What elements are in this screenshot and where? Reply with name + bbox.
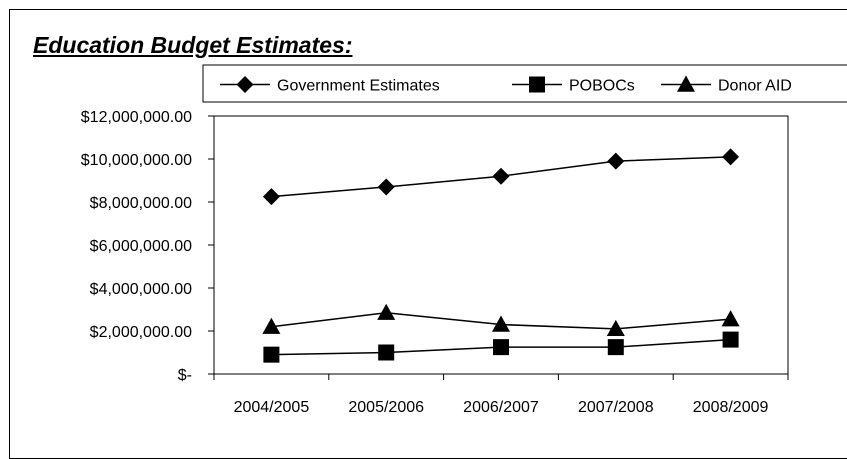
line-chart: $- $2,000,000.00 $4,000,000.00 $6,000,000.0… (81, 64, 847, 416)
y-tick-label: $12,000,000.00 (81, 109, 192, 126)
y-tick-label: $4,000,000.00 (90, 281, 192, 298)
data-point (607, 339, 624, 356)
data-point (607, 152, 625, 170)
legend-marker (677, 75, 695, 92)
x-tick-label: 2004/2005 (234, 399, 310, 416)
data-point (378, 344, 395, 361)
legend-item: POBOCs (512, 76, 635, 95)
series-government-estimates (262, 148, 740, 206)
legend-box (202, 64, 847, 103)
data-point (493, 339, 509, 356)
y-tick-label: $10,000,000.00 (81, 152, 192, 169)
legend-marker (236, 76, 254, 93)
data-point (492, 315, 510, 332)
legend: Government Estimates POBOCs Donor AID (202, 64, 847, 103)
y-tick-label: $8,000,000.00 (90, 195, 192, 212)
data-point (722, 331, 739, 348)
x-tick-label: 2007/2008 (578, 399, 654, 416)
y-tick-label: $- (178, 367, 192, 384)
x-tick-label: 2008/2009 (693, 399, 769, 416)
data-point (262, 188, 280, 206)
data-point (263, 346, 280, 363)
legend-label: Donor AID (718, 78, 792, 95)
series-donor-aid (262, 303, 740, 337)
data-point (377, 303, 396, 320)
legend-label: Government Estimates (277, 78, 440, 95)
data-point (262, 317, 281, 334)
series-layer (262, 148, 740, 363)
legend-item: Government Estimates (220, 76, 440, 95)
data-point (492, 167, 510, 185)
legend-label: POBOCs (569, 78, 635, 95)
chart-title: Education Budget Estimates: (33, 32, 353, 58)
legend-marker (529, 76, 545, 93)
series-pobocs (263, 331, 739, 363)
x-tick-label: 2005/2006 (348, 399, 424, 416)
data-point (721, 310, 740, 327)
legend-item: Donor AID (661, 75, 792, 95)
data-point (377, 178, 395, 196)
chart-axes: $- $2,000,000.00 $4,000,000.00 $6,000,000.0… (81, 109, 789, 416)
plot-area (213, 115, 789, 375)
y-tick-label: $2,000,000.00 (90, 324, 192, 341)
data-point (606, 319, 625, 337)
y-tick-label: $6,000,000.00 (90, 238, 192, 255)
x-tick-label: 2006/2007 (463, 399, 539, 416)
data-point (722, 148, 740, 166)
